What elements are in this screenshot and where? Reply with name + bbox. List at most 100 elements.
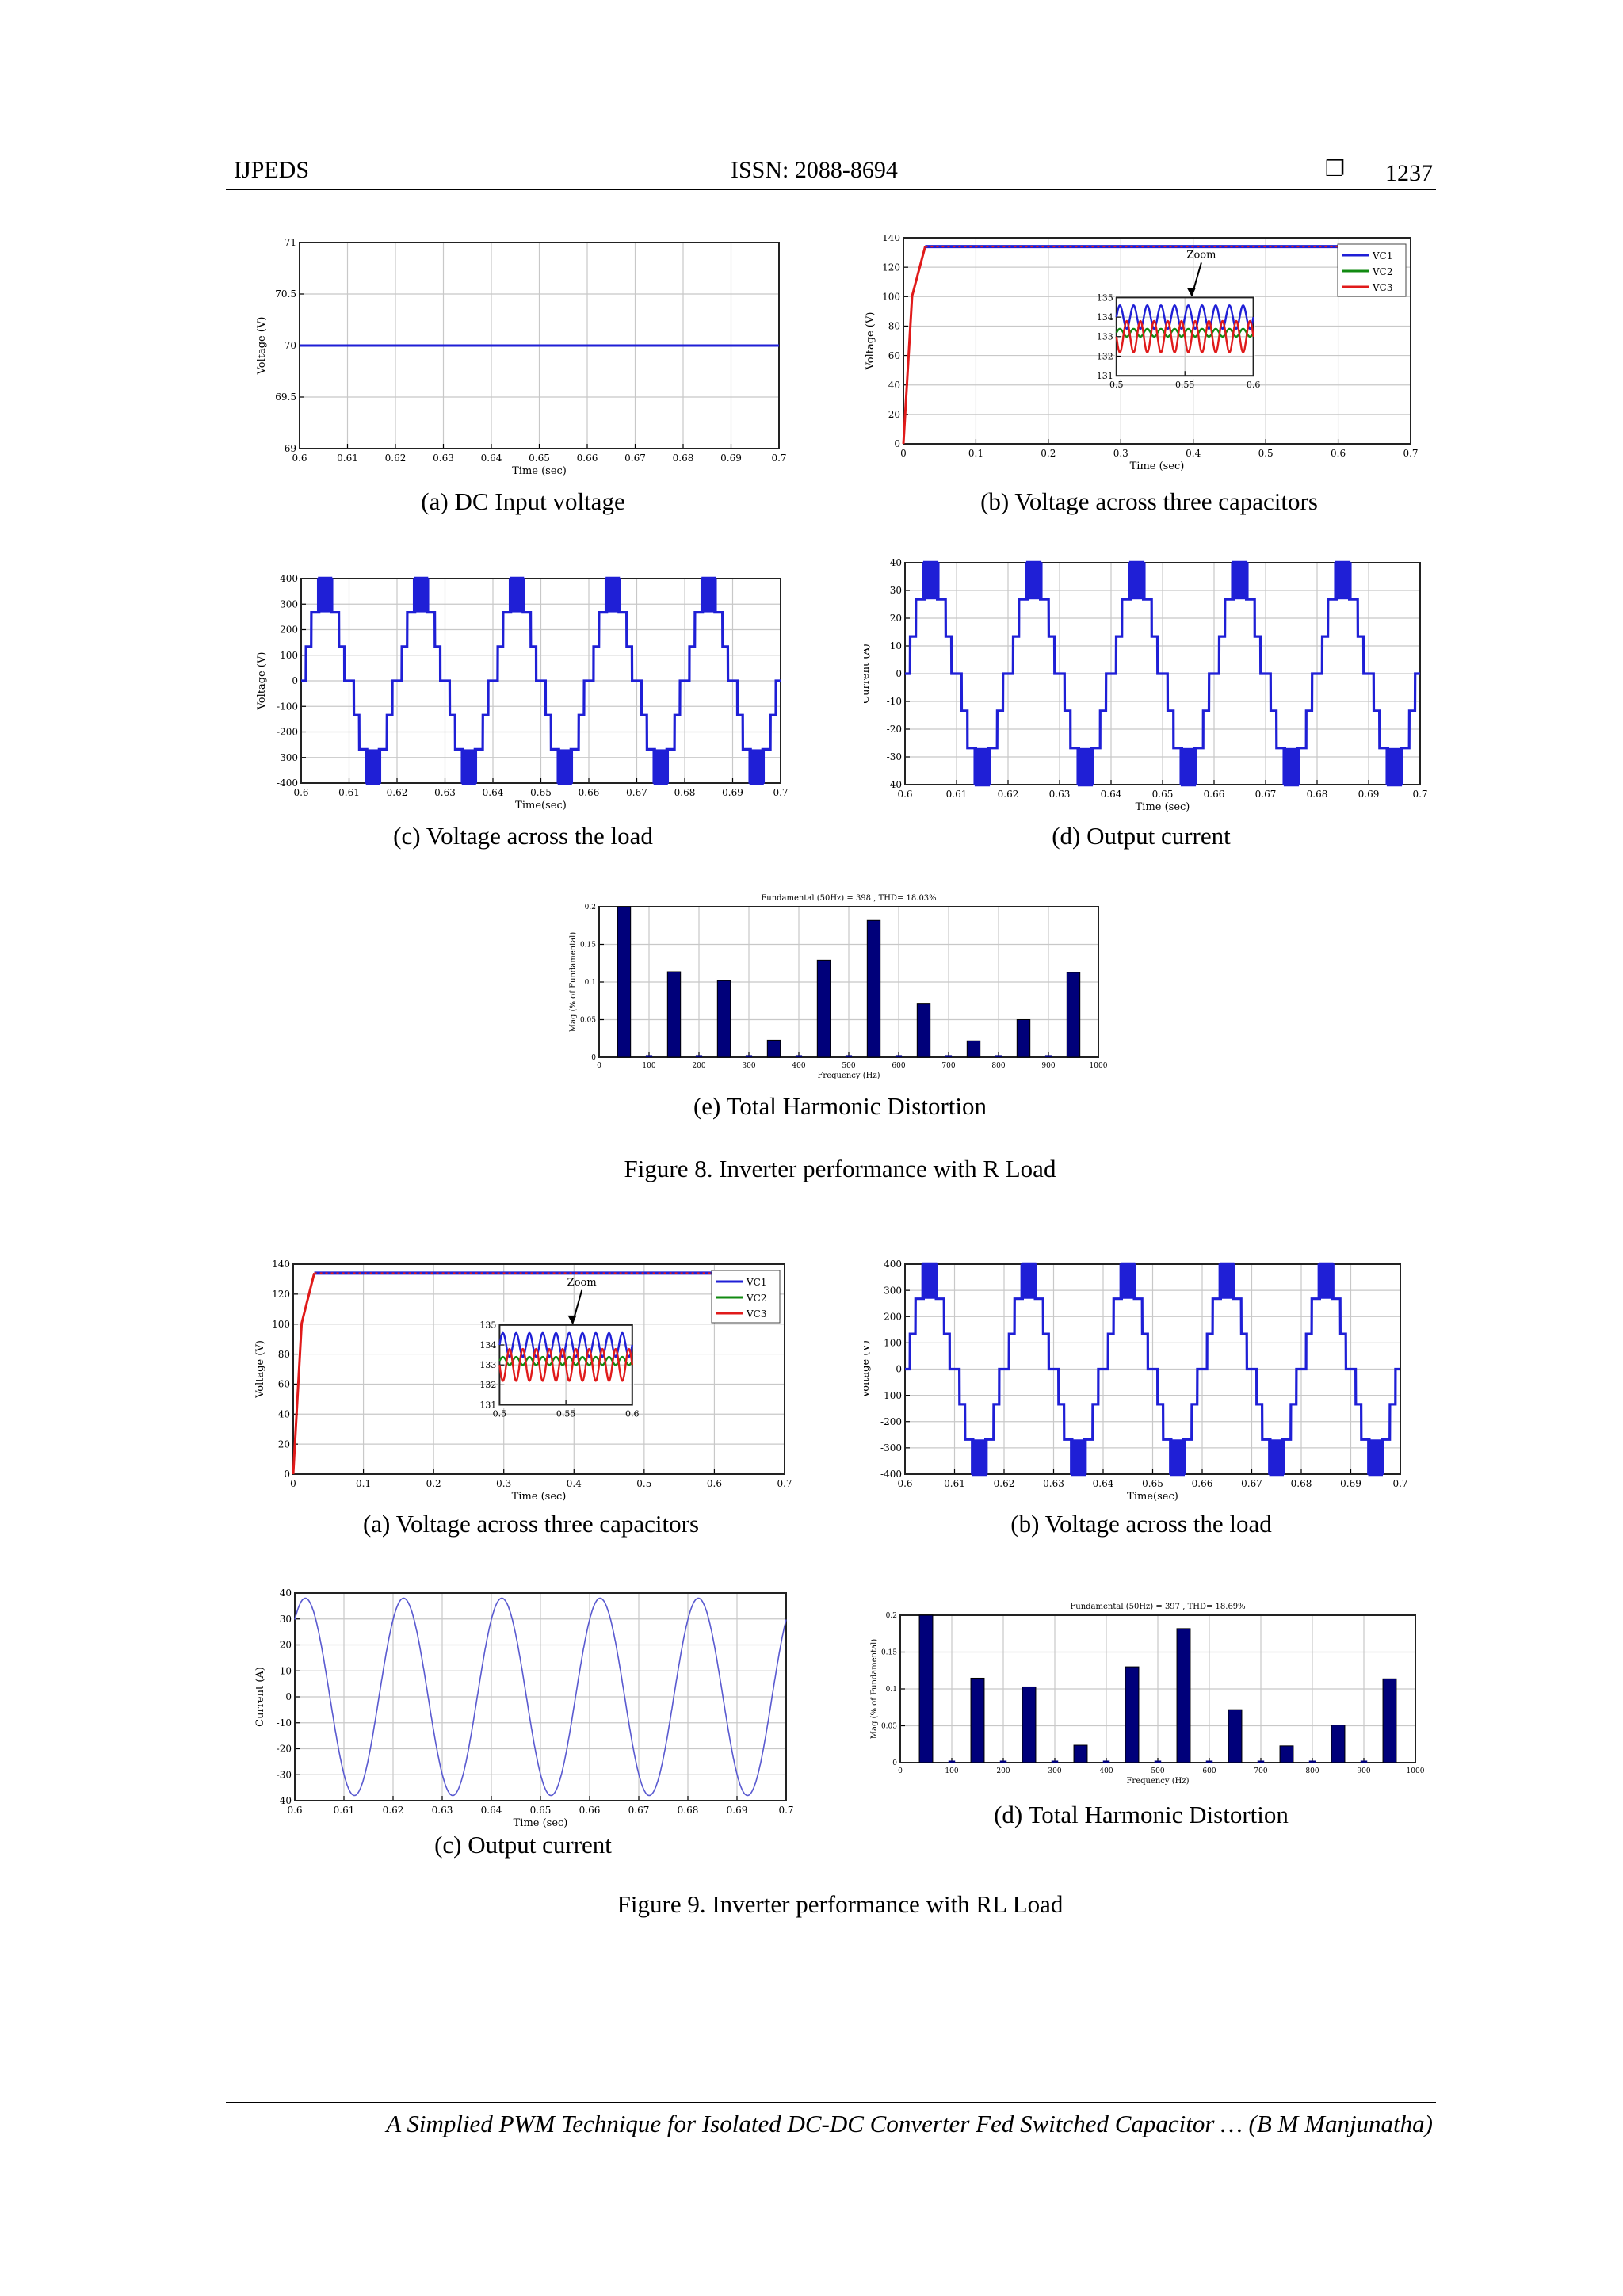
chart-svg: Fundamental (50Hz) = 397 , THD= 18.69% 0 1… bbox=[870, 1603, 1425, 1786]
tick-label-x: 0.2 bbox=[426, 1478, 441, 1489]
tick-label-x: 0 bbox=[290, 1478, 296, 1489]
pwm-band bbox=[1218, 1263, 1235, 1299]
tick-label-x: 300 bbox=[1048, 1767, 1061, 1775]
tick-label-x: 200 bbox=[692, 1062, 705, 1070]
tick-label-x: 0.66 bbox=[1192, 1478, 1213, 1489]
tick-label-x: 0.55 bbox=[556, 1409, 576, 1419]
tick-label-y: 131 bbox=[1097, 371, 1113, 381]
tick-label-y: 40 bbox=[280, 1587, 292, 1599]
tick-label-x: 0.65 bbox=[530, 1805, 552, 1816]
tick-label-x: 0.6 bbox=[293, 787, 308, 798]
figure8-chart-e: Fundamental (50Hz) = 398 , THD= 18.03% 0 1… bbox=[563, 889, 1117, 1087]
bar-minor bbox=[945, 1055, 953, 1057]
tick-label-x: 0.55 bbox=[1175, 380, 1195, 390]
tick-label-y: 100 bbox=[272, 1319, 290, 1330]
footer-rule bbox=[226, 2102, 1436, 2103]
tick-label-y: -40 bbox=[887, 779, 902, 790]
tick-label-x: 0 bbox=[900, 448, 907, 459]
figure8-caption-d: (d) Output current bbox=[1052, 822, 1231, 850]
pwm-band bbox=[1385, 747, 1403, 785]
tick-label-x: 0 bbox=[597, 1062, 601, 1070]
tick-label-x: 0.61 bbox=[337, 453, 358, 464]
tick-label-x: 0.1 bbox=[968, 448, 983, 459]
capacitor-traces bbox=[902, 245, 1338, 445]
y-axis-label: Voltage (V) bbox=[865, 312, 876, 371]
pwm-band bbox=[412, 578, 430, 613]
staircase-line bbox=[301, 576, 781, 785]
tick-label-x: 400 bbox=[792, 1062, 805, 1070]
pwm-band bbox=[1367, 1439, 1384, 1475]
tick-label-y: 132 bbox=[479, 1380, 496, 1390]
issn: ISSN: 2088-8694 bbox=[731, 157, 898, 183]
tick-label-y: 135 bbox=[1097, 292, 1113, 303]
tick-label-y: 0.1 bbox=[585, 979, 596, 987]
y-axis-label: Mag (% of Fundamental) bbox=[569, 932, 578, 1032]
tick-label-y: 40 bbox=[890, 557, 902, 568]
box-icon: ❐ bbox=[1325, 155, 1346, 181]
tick-label-x: 0.61 bbox=[946, 789, 968, 800]
tick-label-x: 1000 bbox=[1090, 1062, 1108, 1070]
tick-label-x: 0.69 bbox=[722, 787, 743, 798]
bar bbox=[816, 959, 831, 1058]
legend: VC1 VC2 VC3 bbox=[1337, 243, 1407, 297]
tick-label-y: 70 bbox=[285, 340, 296, 351]
tick-label-x: 0.7 bbox=[777, 1478, 792, 1489]
chart-title: Fundamental (50Hz) = 398 , THD= 18.03% bbox=[761, 894, 936, 903]
tick-label-y: 120 bbox=[272, 1289, 290, 1300]
tick-label-x: 600 bbox=[892, 1062, 905, 1070]
x-axis-label: Time (sec) bbox=[512, 465, 567, 477]
current-line bbox=[294, 1597, 787, 1797]
bar-minor bbox=[995, 1055, 1002, 1057]
tick-label-x: 0.63 bbox=[434, 787, 456, 798]
tick-label-x: 100 bbox=[642, 1062, 655, 1070]
figure9-chart-d: Fundamental (50Hz) = 397 , THD= 18.69% 0 1… bbox=[864, 1595, 1426, 1793]
legend-entry: VC2 bbox=[1372, 266, 1392, 277]
chart-svg: 0.6 0.61 0.62 0.63 0.64 0.65 0.66 0.67 0.68 0.69 0… bbox=[864, 557, 1428, 813]
tick-label-y: 134 bbox=[1097, 312, 1113, 323]
figure8-caption-b: (b) Voltage across three capacitors bbox=[980, 487, 1318, 515]
zoom-arrow-head bbox=[1186, 288, 1196, 297]
journal-name: IJPEDS bbox=[234, 157, 310, 183]
tick-label-y: 0.2 bbox=[886, 1612, 897, 1620]
bar bbox=[970, 1677, 985, 1763]
tick-label-x: 500 bbox=[842, 1062, 855, 1070]
tick-label-y: 0 bbox=[284, 1469, 290, 1480]
tick-label-x: 0.64 bbox=[481, 453, 502, 464]
tick-label-y: -100 bbox=[277, 701, 298, 712]
bar-minor bbox=[948, 1760, 956, 1763]
tick-label-x: 0.61 bbox=[334, 1805, 355, 1816]
tick-label-x: 0.63 bbox=[433, 453, 454, 464]
tick-label-y: 70.5 bbox=[275, 288, 296, 300]
bar bbox=[1125, 1666, 1140, 1763]
pwm-band bbox=[365, 749, 382, 784]
tick-label-x: 0.65 bbox=[530, 787, 552, 798]
header-rule bbox=[226, 189, 1436, 190]
tick-label-x: 0.68 bbox=[1291, 1478, 1312, 1489]
zoom-annotation: Zoom bbox=[567, 1277, 597, 1289]
pwm-band bbox=[1119, 1263, 1136, 1299]
chart-svg: 0 0.1 0.2 0.3 0.4 0.5 0.6 0.7 0 20 40 60 80 100 120 140… bbox=[865, 235, 1419, 472]
bar bbox=[966, 1040, 981, 1058]
tick-label-y: 20 bbox=[890, 613, 902, 624]
tick-label-y: 0.05 bbox=[580, 1017, 596, 1025]
figure8-chart-d: 0.6 0.61 0.62 0.63 0.64 0.65 0.66 0.67 0.68 0.69 0… bbox=[864, 555, 1434, 820]
tick-label-y: 40 bbox=[888, 380, 900, 391]
figure8-chart-b: 0 0.1 0.2 0.3 0.4 0.5 0.6 0.7 0 20 40 60 80 100 120 140… bbox=[864, 235, 1434, 484]
chart-title: Fundamental (50Hz) = 397 , THD= 18.69% bbox=[1070, 1603, 1245, 1611]
figure9-chart-a: 0 0.1 0.2 0.3 0.4 0.5 0.6 0.7 0 20 40 60 80 100 120 140… bbox=[252, 1256, 799, 1510]
figure9-chart-c: 0.6 0.61 0.62 0.63 0.64 0.65 0.66 0.67 0.68 0.69 0… bbox=[252, 1585, 799, 1835]
y-axis-label: Voltage (V) bbox=[256, 317, 268, 376]
tick-label-x: 0.7 bbox=[1392, 1478, 1407, 1489]
tick-label-x: 0.67 bbox=[624, 453, 646, 464]
tick-label-y: -20 bbox=[277, 1744, 292, 1755]
figure8-caption: Figure 8. Inverter performance with R Lo… bbox=[624, 1155, 1056, 1182]
tick-label-y: 0 bbox=[292, 675, 298, 686]
tick-label-x: 900 bbox=[1041, 1062, 1055, 1070]
tick-label-x: 0.5 bbox=[636, 1478, 651, 1489]
figure8-caption-c: (c) Voltage across the load bbox=[393, 822, 653, 850]
y-axis-label: Mag (% of Fundamental) bbox=[870, 1639, 879, 1739]
tick-label-y: 30 bbox=[280, 1614, 292, 1625]
tick-label-x: 800 bbox=[991, 1062, 1005, 1070]
tick-label-y: -400 bbox=[277, 777, 298, 789]
inset-vc3-line bbox=[1115, 319, 1254, 353]
